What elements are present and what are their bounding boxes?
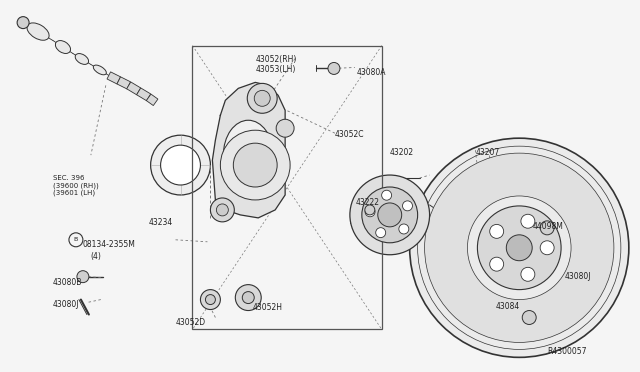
- Circle shape: [362, 187, 418, 243]
- Text: SEC. 396
(39600 (RH))
(39601 (LH): SEC. 396 (39600 (RH)) (39601 (LH): [53, 175, 99, 196]
- Text: 44098M: 44098M: [532, 222, 563, 231]
- Circle shape: [376, 228, 386, 238]
- Circle shape: [403, 201, 412, 211]
- Text: 43053(LH): 43053(LH): [255, 65, 296, 74]
- Text: 43222: 43222: [356, 198, 380, 207]
- Ellipse shape: [27, 23, 49, 40]
- Circle shape: [477, 206, 561, 290]
- Circle shape: [467, 196, 571, 299]
- Text: 43080J: 43080J: [53, 299, 79, 309]
- Circle shape: [150, 135, 211, 195]
- Polygon shape: [107, 72, 120, 84]
- Polygon shape: [127, 82, 141, 95]
- Ellipse shape: [56, 41, 70, 54]
- Circle shape: [243, 292, 254, 304]
- Circle shape: [220, 130, 290, 200]
- Circle shape: [410, 138, 629, 357]
- Ellipse shape: [75, 54, 88, 64]
- Circle shape: [350, 175, 429, 255]
- Circle shape: [540, 241, 554, 255]
- Bar: [193, 45, 382, 330]
- Text: 08134-2355M: 08134-2355M: [83, 240, 136, 249]
- Circle shape: [328, 62, 340, 74]
- Text: 43052D: 43052D: [175, 318, 205, 327]
- Text: 43084: 43084: [495, 302, 520, 311]
- Text: 43202: 43202: [390, 148, 414, 157]
- Circle shape: [247, 83, 277, 113]
- Circle shape: [77, 271, 89, 283]
- Circle shape: [490, 224, 504, 238]
- Text: 43080A: 43080A: [357, 68, 387, 77]
- Text: B: B: [74, 237, 78, 242]
- Circle shape: [378, 203, 402, 227]
- Ellipse shape: [93, 65, 106, 75]
- Text: 43207: 43207: [476, 148, 500, 157]
- Polygon shape: [147, 94, 158, 106]
- Circle shape: [276, 119, 294, 137]
- Polygon shape: [117, 77, 131, 89]
- Circle shape: [365, 207, 375, 217]
- Text: 43080J: 43080J: [565, 272, 591, 281]
- Text: 43052C: 43052C: [335, 130, 364, 139]
- Circle shape: [161, 145, 200, 185]
- Circle shape: [200, 290, 220, 310]
- Text: R4300057: R4300057: [547, 347, 587, 356]
- Polygon shape: [212, 82, 285, 218]
- Text: 43080B: 43080B: [53, 278, 83, 287]
- Circle shape: [236, 285, 261, 311]
- Circle shape: [254, 90, 270, 106]
- Circle shape: [424, 153, 614, 342]
- Circle shape: [216, 204, 228, 216]
- Circle shape: [399, 224, 409, 234]
- Ellipse shape: [223, 120, 273, 190]
- Polygon shape: [136, 88, 150, 101]
- Circle shape: [506, 235, 532, 261]
- Circle shape: [17, 17, 29, 29]
- Circle shape: [540, 221, 554, 235]
- Circle shape: [490, 257, 504, 271]
- Circle shape: [211, 198, 234, 222]
- Circle shape: [234, 143, 277, 187]
- Text: 43234: 43234: [148, 218, 173, 227]
- Circle shape: [381, 190, 392, 200]
- Text: 43052H: 43052H: [252, 302, 282, 312]
- Circle shape: [205, 295, 216, 305]
- Circle shape: [521, 214, 535, 228]
- Text: (4): (4): [91, 252, 102, 261]
- Circle shape: [522, 311, 536, 324]
- Text: 43052(RH): 43052(RH): [255, 55, 296, 64]
- Circle shape: [365, 205, 375, 215]
- Circle shape: [521, 267, 535, 281]
